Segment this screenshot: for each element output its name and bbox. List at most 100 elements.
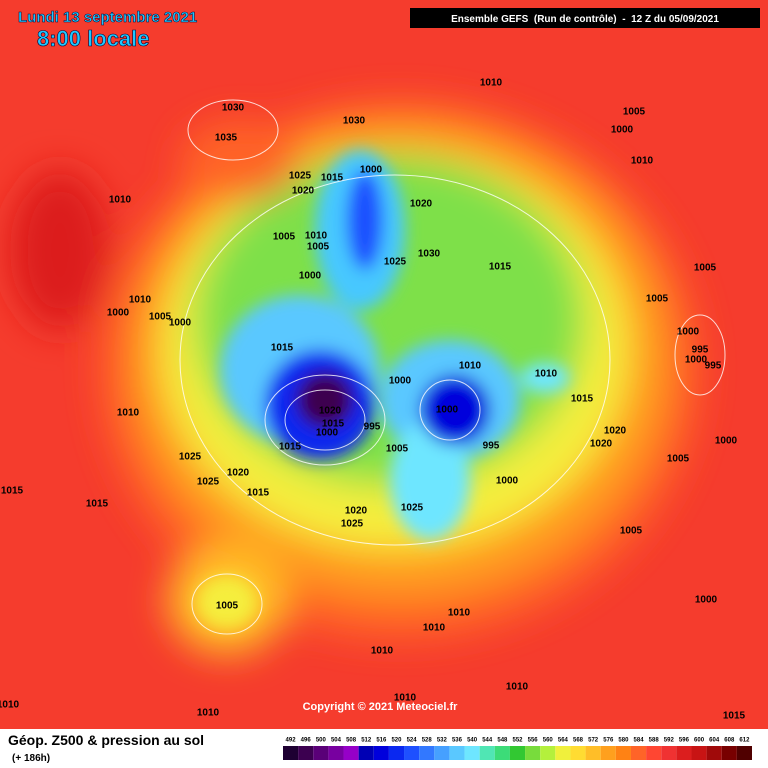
colorbar-cell: [646, 746, 662, 760]
colorbar-label: 560: [543, 738, 554, 744]
isobar-label: 1020: [410, 199, 433, 210]
isobar-label: 1005: [620, 526, 643, 537]
isobar-label: 1005: [623, 107, 646, 118]
colorbar-cell: [540, 746, 556, 760]
isobar-label: 995: [692, 345, 709, 356]
colorbar-cell: [706, 746, 722, 760]
colorbar-cell: [661, 746, 677, 760]
colorbar-label: 492: [286, 738, 297, 744]
colorbar-cell: [419, 746, 435, 760]
isobar-label: 1000: [715, 436, 738, 447]
colorbar-cell: [298, 746, 314, 760]
colorbar-label: 592: [664, 738, 675, 744]
isobar-label: 1015: [271, 343, 294, 354]
isobar-label: 995: [364, 422, 381, 433]
isobar-label: 1010: [394, 693, 417, 704]
colorbar-label: 612: [739, 738, 750, 744]
colorbar-cell: [343, 746, 359, 760]
isobar-label: 1000: [685, 355, 708, 366]
colorbar-label: 604: [709, 738, 720, 744]
colorbar-label: 496: [301, 738, 312, 744]
colorbar-cell: [676, 746, 692, 760]
isobar-label: 1000: [316, 428, 339, 439]
colorbar-label: 504: [331, 738, 342, 744]
isobar-label: 1025: [289, 171, 312, 182]
colorbar-cell: [373, 746, 389, 760]
colorbar-label: 596: [679, 738, 690, 744]
isobar-label: 1010: [129, 295, 152, 306]
colorbar-cell: [600, 746, 616, 760]
local-time: 8:00 locale: [37, 26, 150, 51]
colorbar-cell: [615, 746, 631, 760]
colorbar-label: 584: [634, 738, 645, 744]
colorbar-cell: [736, 746, 752, 760]
colorbar-label: 576: [603, 738, 614, 744]
colorbar-label: 508: [346, 738, 357, 744]
isobar-label: 1000: [611, 125, 634, 136]
isobar-label: 1020: [345, 506, 368, 517]
colorbar-label: 524: [407, 738, 418, 744]
colorbar-cell: [388, 746, 405, 760]
colorbar-cell: [464, 746, 480, 760]
isobar-label: 1005: [216, 601, 239, 612]
isobar-label: 1015: [1, 486, 24, 497]
isobar-label: 1005: [694, 263, 717, 274]
colorbar-label: 544: [482, 738, 493, 744]
isobar-label: 1015: [247, 488, 270, 499]
colorbar-cell: [630, 746, 647, 760]
colorbar-label: 572: [588, 738, 599, 744]
isobar-label: 1005: [273, 232, 296, 243]
colorbar-cell: [555, 746, 571, 760]
isobar-label: 1000: [436, 405, 459, 416]
isobar-label: 1015: [322, 419, 345, 430]
isobar-label: 1020: [604, 426, 627, 437]
colorbar-cell: [691, 746, 707, 760]
colorbar-cell: [313, 746, 329, 760]
isobar-label: 1010: [506, 682, 529, 693]
isobar-label: 1000: [496, 476, 519, 487]
isobar-label: 1015: [86, 499, 109, 510]
isobar-label: 1010: [117, 408, 140, 419]
isobar-label: 1015: [723, 711, 746, 722]
isobar-label: 1000: [677, 327, 700, 338]
colorbar-label: 568: [573, 738, 584, 744]
isobar-label: 1000: [360, 165, 383, 176]
isobar-label: 1025: [401, 503, 424, 514]
colorbar-cell: [358, 746, 374, 760]
isobar-label: 1010: [371, 646, 394, 657]
copyright: Copyright © 2021 Meteociel.fr: [303, 701, 459, 713]
colorbar-cell: [585, 746, 601, 760]
isobar-label: 1010: [535, 369, 558, 380]
isobar-label: 1010: [0, 700, 20, 711]
isobar-label: 1015: [571, 394, 594, 405]
isobar-label: 1015: [321, 173, 344, 184]
isobar-label: 1020: [319, 406, 342, 417]
lead-time: (+ 186h): [12, 753, 50, 764]
colorbar-label: 556: [528, 738, 539, 744]
colorbar-label: 512: [361, 738, 372, 744]
isobar-label: 1005: [386, 444, 409, 455]
footer-title: Géop. Z500 & pression au sol: [8, 732, 204, 748]
isobar-label: 1010: [448, 608, 471, 619]
isobar-label: 1010: [423, 623, 446, 634]
isobar-label: 1030: [418, 249, 441, 260]
colorbar: 492 496 500 504 508 512 516 520 524 528 532 536 540 5…: [283, 738, 752, 760]
isobar-label: 1010: [109, 195, 132, 206]
isobar-label: 1025: [197, 477, 220, 488]
map-field: [0, 0, 768, 729]
colorbar-label: 540: [467, 738, 478, 744]
date: Lundi 13 septembre 2021: [18, 9, 197, 26]
colorbar-cell: [328, 746, 344, 760]
colorbar-cell: [283, 746, 299, 760]
colorbar-cell: [721, 746, 737, 760]
isobar-label: 995: [705, 361, 722, 372]
model-info: Ensemble GEFS (Run de contrôle) - 12 Z d…: [451, 14, 719, 25]
isobar-label: 1035: [215, 133, 238, 144]
isobar-label: 1000: [169, 318, 192, 329]
colorbar-cell: [494, 746, 510, 760]
isobar-label: 1015: [279, 442, 302, 453]
colorbar-label: 528: [422, 738, 433, 744]
colorbar-label: 608: [724, 738, 735, 744]
